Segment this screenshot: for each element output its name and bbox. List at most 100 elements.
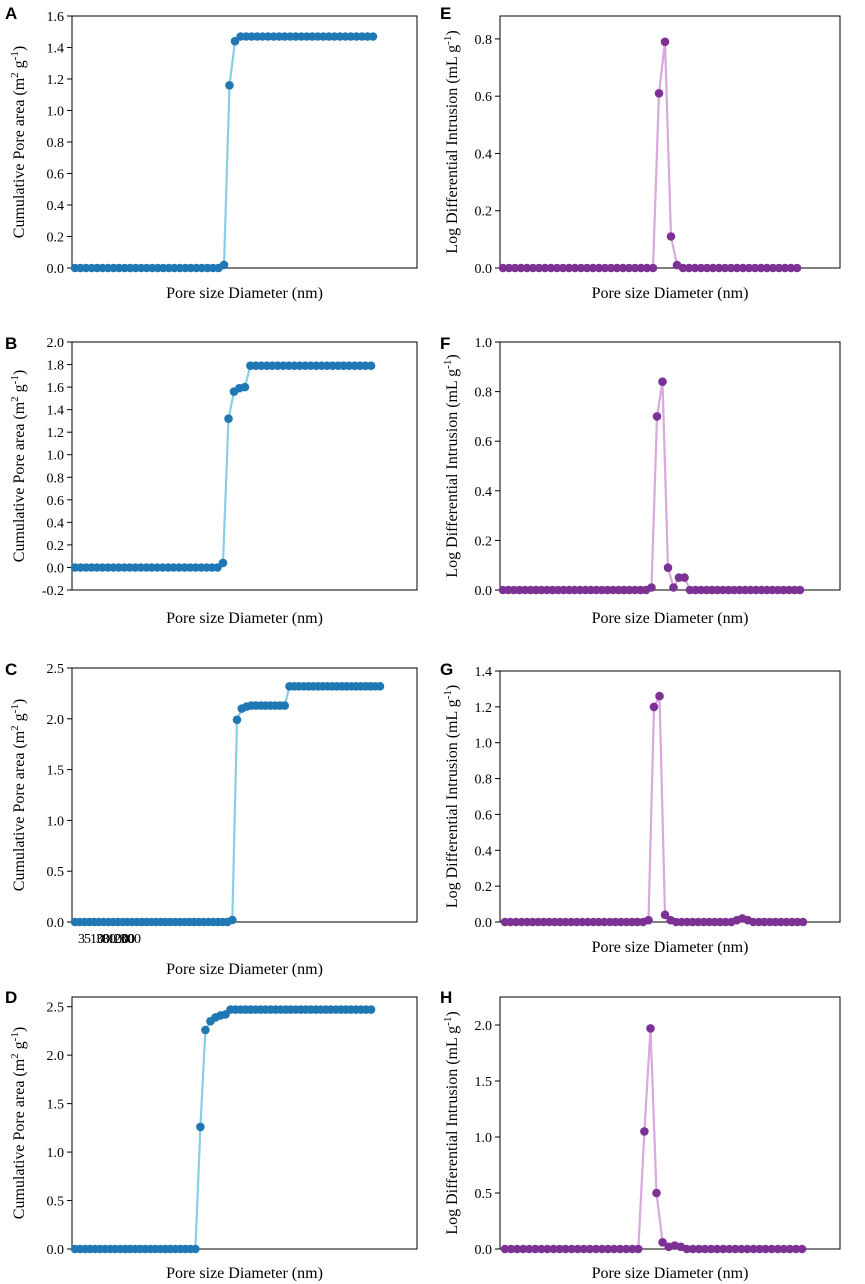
x-axis-title: Pore size Diameter (nm) (166, 285, 323, 302)
data-point (725, 1244, 734, 1254)
y-tick-label: 0.6 (47, 168, 65, 183)
panel-d: D 0.0 0.5 1.0 1.5 2.0 2.5 Pore size Diameter (n… (5, 988, 418, 1282)
data-point (280, 701, 290, 710)
data-point (720, 263, 730, 273)
data-point (609, 1244, 619, 1254)
data-point (749, 1244, 758, 1254)
data-point (218, 558, 228, 568)
data-point (737, 1244, 746, 1254)
data-point (201, 1025, 210, 1035)
y-tick-label: 1.0 (47, 105, 65, 120)
y-tick-label: 0.8 (47, 471, 65, 486)
data-point (655, 691, 664, 701)
panel-letter: D (5, 988, 17, 1007)
y-tick-label: 1.2 (475, 701, 493, 716)
y-tick-label: 1.0 (475, 1131, 493, 1146)
y-tick-label: 0.4 (475, 147, 493, 162)
y-tick-label: 2.0 (47, 336, 65, 351)
data-point (779, 1244, 789, 1254)
data-point (232, 715, 242, 725)
data-point (678, 263, 688, 273)
data-point (792, 263, 802, 273)
data-point (558, 263, 568, 273)
panel-letter: G (440, 660, 453, 679)
y-tick-label: 0.0 (47, 561, 65, 576)
panel-letter: H (440, 988, 452, 1007)
data-point (228, 915, 237, 925)
series-line (505, 1028, 802, 1251)
x-axis-title: Pore size Diameter (nm) (592, 1265, 749, 1282)
data-point (761, 1244, 770, 1254)
data-point (510, 263, 520, 273)
data-point (546, 263, 556, 273)
y-tick-label: 0.2 (475, 880, 493, 895)
y-tick-label: 1.4 (47, 42, 65, 57)
data-point (718, 1244, 728, 1254)
data-point (768, 263, 778, 273)
data-point (743, 1244, 752, 1254)
x-axis-title: Pore size Diameter (nm) (592, 285, 749, 302)
data-point (524, 1244, 534, 1254)
y-tick-label: 0.5 (475, 1187, 493, 1202)
series-line (503, 41, 797, 270)
panel-letter: C (5, 660, 17, 679)
data-point (561, 1244, 570, 1254)
data-point (540, 263, 550, 273)
x-axis-title: Pore size Diameter (nm) (166, 961, 323, 978)
data-point (594, 263, 604, 273)
y-tick-label: 2.0 (475, 1019, 493, 1034)
data-point (666, 232, 676, 241)
y-tick-label: 0.6 (475, 90, 493, 105)
y-tick-label: 1.4 (475, 665, 493, 680)
data-point (663, 563, 673, 572)
x-tick-label: 10 (90, 932, 104, 947)
y-tick-label: 2.5 (47, 662, 65, 677)
x-tick-label: 100 (108, 932, 129, 947)
data-point (636, 263, 646, 273)
data-point (534, 263, 544, 273)
y-tick-label: 1.0 (47, 814, 65, 829)
data-point (774, 263, 784, 273)
data-point (579, 1244, 589, 1254)
data-point (750, 263, 760, 273)
plot-frame (71, 15, 418, 269)
y-tick-label: 0.6 (475, 435, 493, 450)
y-tick-label: 1.5 (47, 764, 65, 779)
y-tick-label: 1.2 (47, 73, 65, 88)
data-point (219, 260, 229, 270)
y-tick-label: 0.2 (475, 205, 493, 220)
y-tick-label: 0.0 (475, 916, 493, 931)
panel-a: A 0.0 0.2 0.4 0.6 0.8 1.0 1.2 1.4 1.6 Pore size Di… (5, 4, 418, 302)
data-point (732, 263, 742, 273)
data-point (576, 263, 586, 273)
y-tick-label: 1.0 (475, 737, 493, 752)
data-point (375, 682, 385, 691)
data-point (368, 32, 378, 41)
y-axis-title: Log Differential Intrusion (mL g-1) (442, 354, 461, 577)
y-tick-label: 0.5 (47, 1195, 65, 1210)
data-point (552, 263, 562, 273)
data-point (706, 1244, 716, 1254)
data-point (549, 1244, 558, 1254)
data-point (654, 89, 664, 98)
plot-frame (499, 670, 841, 923)
data-point (640, 1127, 649, 1136)
y-tick-label: 0.0 (47, 262, 65, 277)
y-axis-title: Log Differential Intrusion (mL g-1) (442, 30, 461, 253)
y-tick-label: 0.0 (475, 584, 493, 599)
data-point (791, 1244, 801, 1254)
plot-frame (71, 996, 418, 1250)
y-axis-title: Log Differential Intrusion (mL g-1) (442, 1011, 461, 1234)
data-point (700, 1244, 710, 1254)
y-tick-label: 2.0 (47, 1049, 65, 1064)
panel-g: G 0.0 0.2 0.4 0.6 0.8 1.0 1.2 1.4 Pore size Diame… (440, 660, 841, 956)
data-point (780, 263, 790, 273)
data-point (694, 1244, 704, 1254)
x-axis-title: Pore size Diameter (nm) (166, 1265, 323, 1282)
panel-e: E 0.0 0.2 0.4 0.6 0.8 Pore size Diameter (nm) L… (440, 4, 841, 302)
data-point (682, 1244, 692, 1254)
data-point (543, 1244, 552, 1254)
series-line (505, 695, 803, 924)
data-point (612, 263, 622, 273)
